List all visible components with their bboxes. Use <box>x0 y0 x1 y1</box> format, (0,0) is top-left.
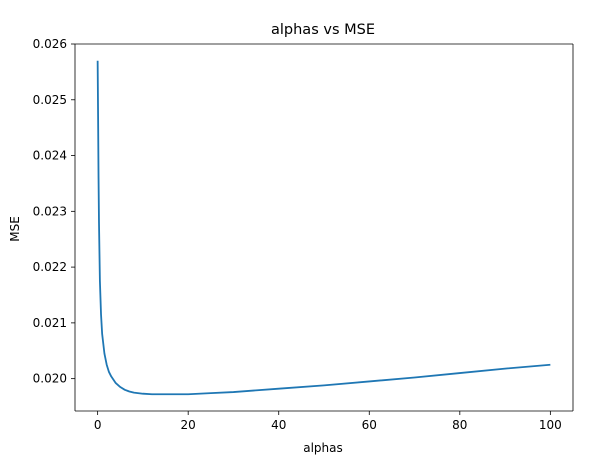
x-tick-label: 80 <box>452 418 467 432</box>
x-tick-label: 40 <box>271 418 286 432</box>
x-axis-ticks: 0 20 40 60 80 100 <box>94 411 562 432</box>
x-tick-label: 100 <box>539 418 562 432</box>
chart-title: alphas vs MSE <box>271 22 375 38</box>
y-tick-label: 0.023 <box>33 204 67 218</box>
y-axis-ticks: 0.020 0.021 0.022 0.023 0.024 0.025 0.026 <box>33 37 75 386</box>
x-tick-label: 0 <box>94 418 102 432</box>
y-tick-label: 0.026 <box>33 37 67 51</box>
y-tick-label: 0.020 <box>33 372 67 386</box>
y-tick-label: 0.022 <box>33 260 67 274</box>
series-line-0 <box>96 60 551 396</box>
plot-area <box>74 43 574 412</box>
y-tick-label: 0.021 <box>33 316 67 330</box>
y-tick-label: 0.025 <box>33 93 67 107</box>
y-axis-label: MSE <box>8 216 22 242</box>
y-tick-label: 0.024 <box>33 149 67 163</box>
x-axis-label: alphas <box>303 441 343 455</box>
x-tick-label: 60 <box>362 418 377 432</box>
x-tick-label: 20 <box>181 418 196 432</box>
